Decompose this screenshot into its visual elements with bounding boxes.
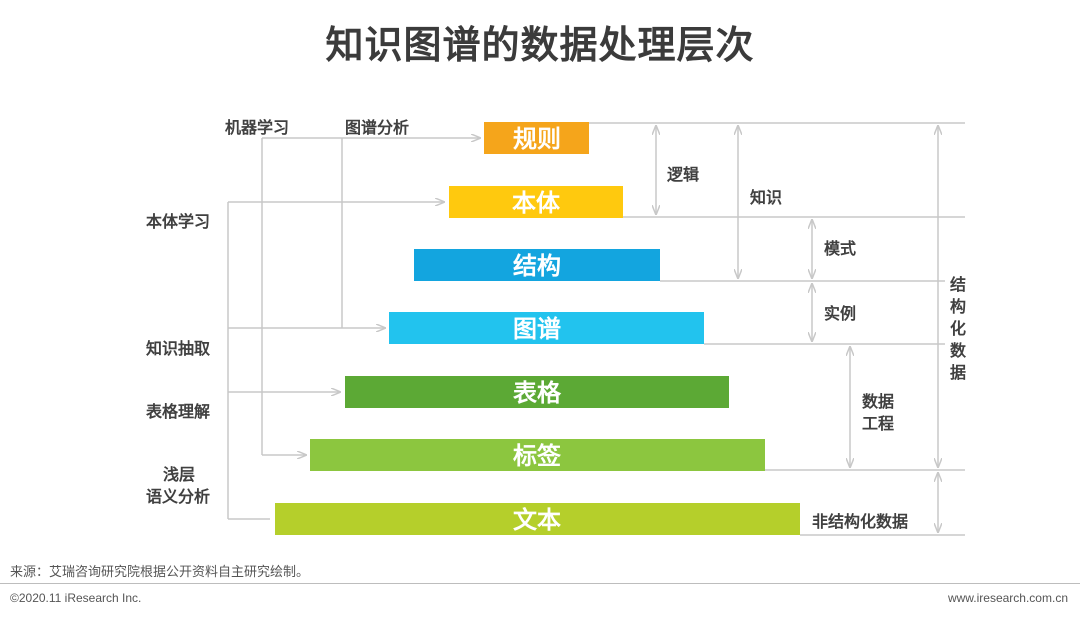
range-label-structured-data: 结 构 化 数 据 (949, 275, 967, 382)
method-label-knowledge-extraction: 知识抽取 (146, 339, 210, 358)
svg-text:构: 构 (950, 297, 966, 316)
pyramid-bars (275, 122, 800, 535)
copyright: ©2020.11 iResearch Inc. (10, 591, 142, 605)
layer-bar-text (275, 503, 800, 535)
layer-label-structure: 结构 (513, 252, 561, 280)
svg-text:据: 据 (950, 363, 966, 382)
layer-bar-graph (389, 312, 704, 344)
range-label-logic: 逻辑 (667, 165, 699, 184)
method-label-table-understanding: 表格理解 (145, 402, 210, 421)
layer-bar-tag (310, 439, 765, 471)
svg-text:数: 数 (950, 341, 967, 360)
layer-label-graph: 图谱 (513, 315, 561, 343)
method-label-machine-learning: 机器学习 (225, 118, 289, 137)
layer-bar-ontology (449, 186, 623, 218)
method-label-semantic-analysis: 语义分析 (146, 487, 210, 506)
svg-text:结: 结 (949, 275, 966, 294)
svg-text:化: 化 (950, 319, 966, 338)
layer-bar-table (345, 376, 729, 408)
method-label-ontology-learning: 本体学习 (146, 212, 210, 231)
method-label-graph-analysis: 图谱分析 (345, 118, 409, 137)
range-label-engineering: 工程 (862, 414, 894, 433)
layer-bar-structure (414, 249, 660, 281)
level-lines (589, 122, 965, 536)
range-label-unstructured-data: 非结构化数据 (812, 512, 908, 531)
layer-label-text: 文本 (513, 506, 561, 534)
layer-bar-rules (484, 122, 589, 154)
website-link[interactable]: www.iresearch.com.cn (947, 591, 1068, 605)
source-note: 来源：艾瑞咨询研究院根据公开资料自主研究绘制。 (10, 565, 310, 580)
range-arrows (656, 126, 938, 532)
range-label-data: 数据 (862, 392, 894, 411)
range-label-knowledge: 知识 (750, 188, 782, 207)
method-label-shallow: 浅层 (163, 465, 195, 484)
layer-label-tag: 标签 (513, 442, 562, 470)
page-title: 知识图谱的数据处理层次 (325, 23, 755, 67)
layer-label-rules: 规则 (513, 125, 561, 153)
layer-label-table: 表格 (513, 379, 562, 407)
footer-divider (0, 583, 1080, 584)
range-label-instance: 实例 (824, 304, 856, 323)
layer-label-ontology: 本体 (512, 189, 561, 217)
connector-lines (227, 138, 480, 520)
range-label-schema: 模式 (824, 239, 856, 258)
